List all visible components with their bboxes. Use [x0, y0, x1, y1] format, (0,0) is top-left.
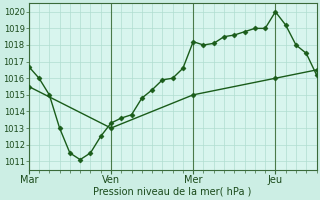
X-axis label: Pression niveau de la mer( hPa ): Pression niveau de la mer( hPa ): [93, 187, 252, 197]
